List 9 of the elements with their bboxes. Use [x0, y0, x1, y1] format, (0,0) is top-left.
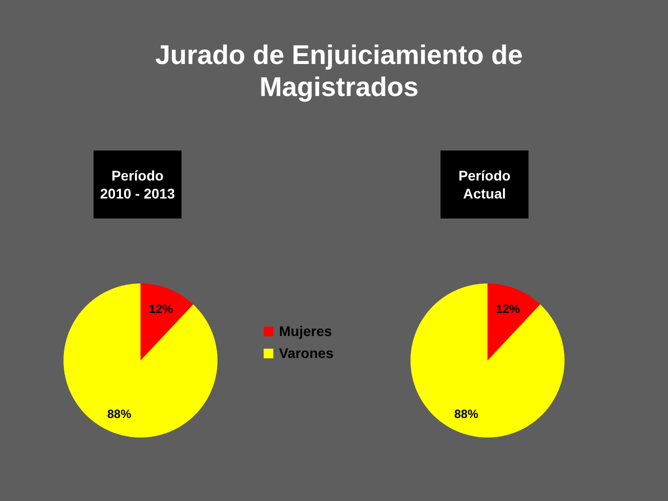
chart-subtitle: Período Actual	[458, 168, 511, 202]
data-label: 88%	[454, 407, 479, 422]
chart-subtitle: Período 2010 - 2013	[100, 168, 176, 202]
data-label: 88%	[107, 407, 132, 422]
data-label: 12%	[496, 302, 520, 316]
data-label: 12%	[148, 302, 174, 316]
legend-label: Mujeres	[279, 323, 332, 339]
chart-title: Jurado de Enjuiciamiento de Magistrados	[155, 39, 523, 103]
legend-label: Varones	[279, 345, 334, 361]
